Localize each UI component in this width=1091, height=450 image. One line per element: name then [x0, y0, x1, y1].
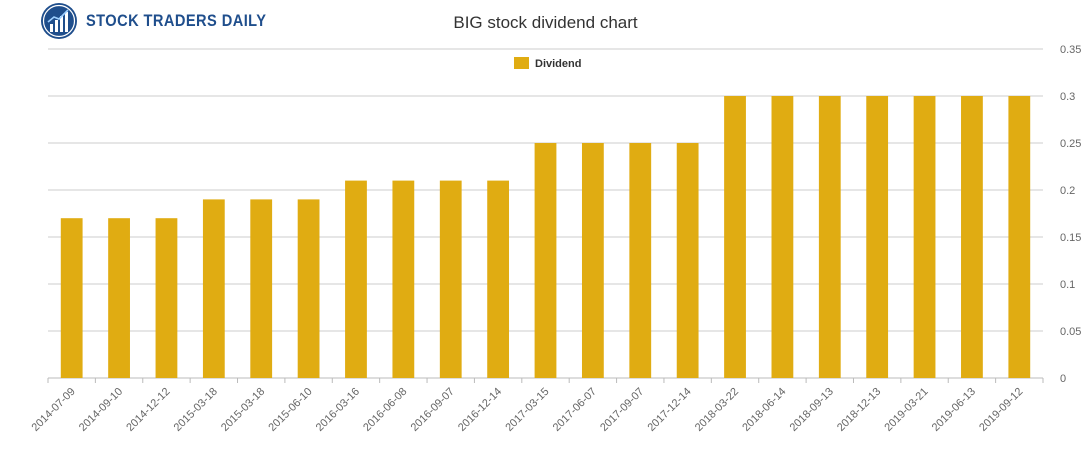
x-tick-label: 2019-09-12 [977, 386, 1025, 434]
legend-label[interactable]: Dividend [535, 58, 581, 70]
dividend-bar[interactable] [439, 180, 462, 378]
y-tick-label: 0 [1060, 373, 1066, 385]
x-tick-label: 2017-09-07 [598, 386, 646, 434]
bars [60, 96, 1031, 378]
dividend-bar[interactable] [629, 143, 652, 378]
dividend-bar[interactable] [676, 143, 699, 378]
dividend-bar[interactable] [913, 96, 936, 378]
x-tick-label: 2018-03-22 [693, 386, 741, 434]
x-tick-label: 2015-03-18 [219, 386, 267, 434]
x-tick-label: 2014-12-12 [124, 386, 172, 434]
dividend-bar[interactable] [961, 96, 983, 378]
x-tick-label: 2016-03-16 [314, 386, 362, 434]
y-axis: 0 0.05 0.1 0.15 0.2 0.25 0.3 0.35 [1060, 44, 1081, 385]
dividend-bar[interactable] [392, 180, 415, 378]
y-tick-label: 0.3 [1060, 91, 1075, 103]
x-tick-label: 2017-03-15 [503, 386, 551, 434]
y-tick-label: 0.15 [1060, 232, 1081, 244]
x-axis: 2014-07-09 2014-09-10 2014-12-12 2015-03-18… [30, 378, 1044, 434]
rising-bars-chart-icon [41, 3, 77, 39]
dividend-bar[interactable] [487, 180, 510, 378]
dividend-bar[interactable] [771, 96, 794, 378]
x-tick-label: 2015-03-18 [172, 386, 220, 434]
x-tick-label: 2016-06-08 [361, 386, 409, 434]
legend-swatch [514, 57, 529, 69]
y-tick-label: 0.05 [1060, 326, 1081, 338]
x-tick-label: 2014-09-10 [77, 386, 125, 434]
legend: Dividend [514, 57, 581, 70]
dividend-bar[interactable] [818, 96, 841, 378]
dividend-bar[interactable] [297, 199, 320, 378]
x-tick-label: 2014-07-09 [30, 386, 78, 434]
x-tick-label: 2018-09-13 [788, 386, 836, 434]
y-tick-label: 0.2 [1060, 185, 1075, 197]
dividend-bar[interactable] [581, 143, 604, 378]
dividend-bar[interactable] [108, 218, 130, 378]
dividend-bar[interactable] [202, 199, 225, 378]
y-tick-label: 0.1 [1060, 279, 1075, 291]
dividend-bar[interactable] [1008, 96, 1031, 378]
dividend-bar[interactable] [60, 218, 83, 378]
logo-text: STOCK TRADERS DAILY [86, 11, 267, 30]
dividend-bar[interactable] [250, 199, 273, 378]
dividend-bar[interactable] [866, 96, 889, 378]
chart-title: BIG stock dividend chart [453, 13, 638, 32]
dividend-bar[interactable] [534, 143, 557, 378]
x-tick-label: 2016-12-14 [456, 386, 504, 434]
x-tick-label: 2019-06-13 [930, 386, 978, 434]
x-tick-label: 2017-12-14 [645, 386, 693, 434]
dividend-bar[interactable] [155, 218, 178, 378]
y-tick-label: 0.25 [1060, 138, 1081, 150]
x-tick-label: 2015-06-10 [266, 386, 314, 434]
x-tick-label: 2019-03-21 [882, 386, 930, 434]
brand-logo[interactable]: STOCK TRADERS DAILY [40, 2, 296, 40]
dividend-bar[interactable] [345, 180, 367, 378]
dividend-bar[interactable] [724, 96, 746, 378]
x-tick-label: 2018-06-14 [740, 386, 788, 434]
x-tick-label: 2017-06-07 [551, 386, 599, 434]
y-tick-label: 0.35 [1060, 44, 1081, 56]
x-tick-label: 2018-12-13 [835, 386, 883, 434]
x-tick-label: 2016-09-07 [409, 386, 457, 434]
